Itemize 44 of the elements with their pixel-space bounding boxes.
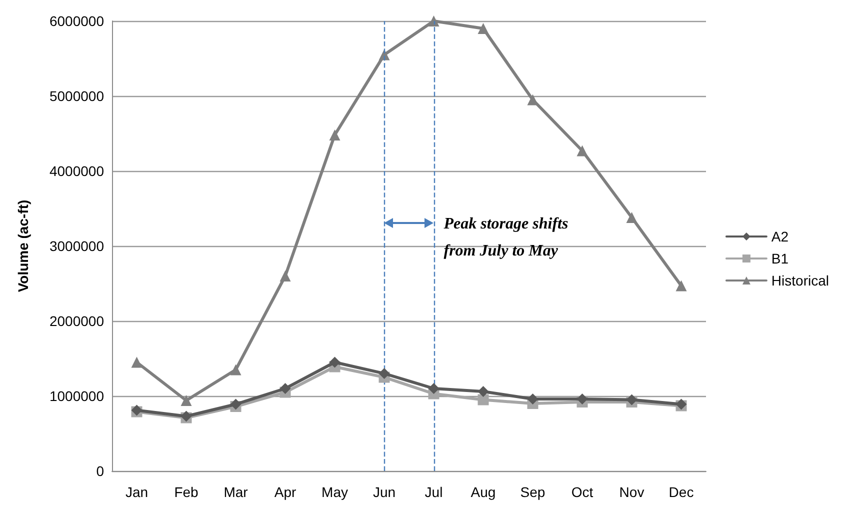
point: [180, 395, 192, 406]
point: [527, 394, 538, 404]
point: [329, 356, 340, 368]
x-tick-label: Nov: [619, 484, 644, 500]
x-tick-label: May: [322, 484, 348, 500]
point: [428, 383, 440, 394]
x-tick-label: Dec: [668, 484, 694, 500]
point: [131, 356, 142, 368]
y-tick-label: 2000000: [49, 313, 104, 329]
point: [626, 212, 638, 223]
y-tick-label: 6000000: [49, 13, 104, 29]
x-tick-label: Aug: [470, 484, 496, 500]
point: [676, 280, 687, 292]
y-tick-label: 1000000: [49, 388, 104, 404]
point: [626, 394, 638, 406]
annotation: Peak storage shifts from July to May: [442, 216, 572, 260]
x-tick-label: Jan: [125, 484, 148, 500]
legend-label: Historical: [771, 272, 830, 288]
y-tick-label: 3000000: [49, 238, 104, 254]
point: [576, 145, 588, 156]
point: [230, 364, 242, 376]
y-axis-title: Volume (ac-ft): [15, 200, 31, 292]
point: [478, 23, 489, 34]
x-tick-label: Apr: [274, 484, 296, 500]
point: [280, 383, 291, 394]
x-tick-label: Oct: [571, 484, 594, 500]
point: [428, 16, 440, 26]
point: [280, 270, 291, 282]
point: [576, 394, 588, 404]
y-tick-label: 4000000: [49, 163, 104, 179]
point: [478, 394, 489, 406]
legend-label: A2: [771, 228, 789, 244]
x-tick-label: Feb: [174, 484, 199, 500]
point: [378, 368, 390, 379]
x-tick-label: Jul: [424, 484, 443, 500]
x-tick-label: Jun: [372, 484, 396, 500]
y-tick-label: 0: [96, 463, 104, 479]
point: [230, 398, 242, 410]
y-tick-label: 5000000: [49, 88, 104, 104]
legend-label: B1: [771, 250, 789, 266]
x-tick-label: Sep: [520, 484, 546, 500]
point: [329, 130, 340, 140]
x-tick-label: Mar: [224, 484, 248, 500]
point: [478, 386, 489, 397]
